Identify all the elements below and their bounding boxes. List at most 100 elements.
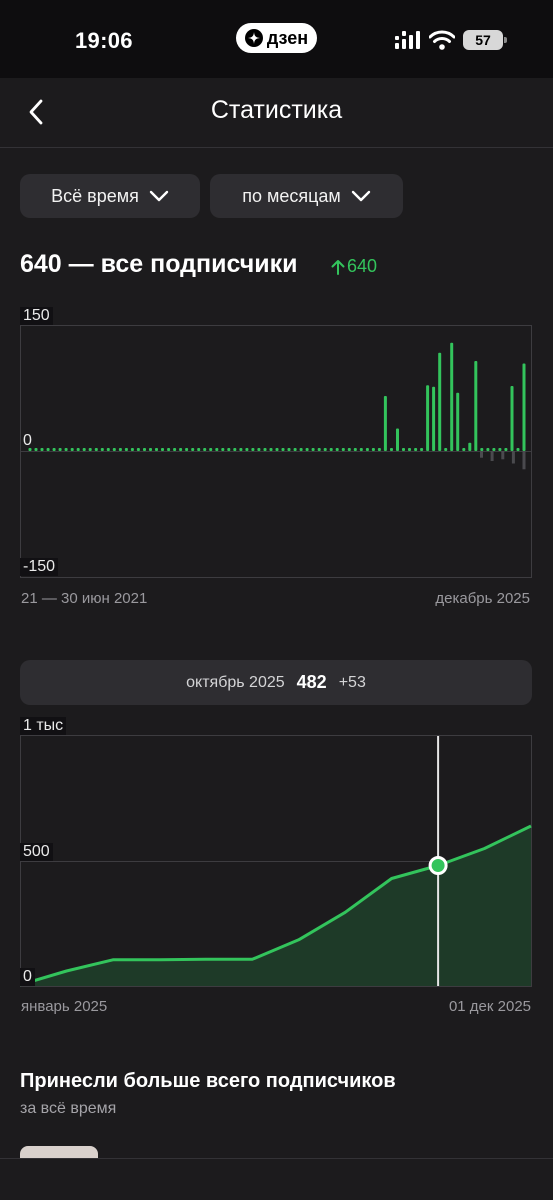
bar-positive (438, 352, 442, 451)
bar-positive (227, 448, 231, 451)
bar-positive (100, 448, 104, 451)
area-x-start-label: январь 2025 (21, 998, 108, 1015)
bar-positive (281, 448, 285, 451)
bar-negative (501, 451, 505, 460)
bar-positive (197, 448, 201, 451)
bar-positive (522, 363, 526, 451)
status-time: 19:06 (75, 28, 133, 53)
bar-positive (432, 386, 436, 451)
bar-positive (263, 448, 267, 451)
bar-positive (58, 448, 62, 451)
bar-negative (511, 451, 515, 464)
bar-positive (408, 448, 411, 451)
bar-positive (124, 448, 128, 451)
bar-positive (414, 448, 418, 451)
subscribers-area-chart[interactable]: 1 тыс 500 0 (20, 716, 533, 988)
back-button[interactable] (18, 94, 54, 130)
bar-positive (233, 448, 237, 451)
selected-month: октябрь 2025 (186, 673, 285, 691)
bar-positive (498, 448, 502, 451)
bar-positive (52, 448, 56, 451)
bar-positive (88, 448, 92, 451)
bar-positive (396, 428, 399, 451)
bar-positive (257, 448, 261, 451)
bar-positive (215, 448, 219, 451)
bar-positive (347, 448, 351, 451)
area-chart-svg (20, 735, 532, 987)
bar-positive (130, 448, 134, 451)
publication-thumbnail[interactable] (20, 1146, 98, 1158)
grouping-dropdown[interactable]: по месяцам (210, 174, 403, 218)
bar-positive (94, 448, 98, 451)
nav-bar: Статистика (0, 78, 553, 148)
bar-positive (390, 448, 393, 451)
bar-positive (341, 448, 345, 451)
area-y-max-label: 1 тыс (20, 717, 67, 735)
chevron-down-icon (149, 190, 169, 202)
period-dropdown[interactable]: Всё время (20, 174, 200, 218)
bar-positive (46, 448, 50, 451)
bar-positive (173, 448, 177, 451)
bar-positive (155, 448, 158, 451)
bar-positive (317, 448, 321, 451)
bar-positive (456, 392, 460, 451)
bar-positive (209, 448, 213, 451)
bar-positive (450, 342, 454, 451)
cellular-signal-icon (395, 31, 420, 49)
top-sources-title: Принесли больше всего подписчиков (20, 1070, 396, 1092)
bar-positive (221, 448, 225, 451)
bar-positive (64, 448, 68, 451)
bar-y-max-label: 150 (20, 307, 53, 325)
bar-positive (420, 448, 424, 451)
bar-positive (167, 448, 171, 451)
bar-positive (486, 448, 490, 451)
bar-positive (492, 448, 496, 451)
bar-positive (323, 448, 327, 451)
top-sources-subtitle: за всё время (20, 1100, 117, 1117)
bar-y-zero-label: 0 (23, 432, 32, 449)
bar-positive (311, 448, 315, 451)
area-y-mid-label: 500 (20, 843, 53, 861)
bar-positive (76, 448, 80, 451)
bar-positive (191, 448, 195, 451)
bar-positive (305, 448, 309, 451)
bar-negative (522, 451, 526, 470)
status-bar: 19:06 дзен 57 (0, 0, 553, 78)
bar-positive (329, 448, 333, 451)
area-y-zero-label: 0 (20, 968, 35, 986)
bar-positive (377, 448, 381, 451)
bottom-divider (0, 1158, 553, 1159)
bar-positive (245, 448, 249, 451)
bar-negative (480, 451, 483, 458)
bar-positive (474, 361, 478, 451)
bar-positive (353, 448, 357, 451)
bar-positive (251, 448, 255, 451)
bar-positive (335, 448, 339, 451)
dzen-label: дзен (266, 27, 309, 48)
subscriptions-bar-chart: 150 0 -150 (20, 306, 533, 580)
bar-positive (34, 448, 38, 451)
bar-positive (82, 448, 86, 451)
bar-positive (239, 448, 243, 451)
selected-month-summary: октябрь 2025 482 +53 (20, 660, 532, 705)
bar-positive (275, 448, 279, 451)
area-x-end-label: 01 дек 2025 (448, 998, 531, 1015)
bar-x-end-label: декабрь 2025 (435, 590, 530, 607)
arrow-up-icon (331, 259, 345, 275)
bar-positive (365, 448, 369, 451)
bar-positive (143, 448, 146, 451)
bar-positive (293, 448, 297, 451)
bar-positive (70, 448, 74, 451)
bar-positive (40, 448, 44, 451)
bar-positive (504, 448, 508, 451)
chevron-down-icon (351, 190, 370, 202)
wifi-icon (429, 30, 455, 50)
bar-positive (444, 448, 448, 451)
dzen-badge[interactable]: дзен (236, 23, 317, 53)
bar-positive (149, 448, 152, 451)
bar-positive (402, 448, 405, 451)
bar-positive (371, 448, 375, 451)
dzen-logo-icon (244, 29, 263, 47)
bar-negative (490, 451, 494, 461)
bar-positive (510, 386, 514, 451)
